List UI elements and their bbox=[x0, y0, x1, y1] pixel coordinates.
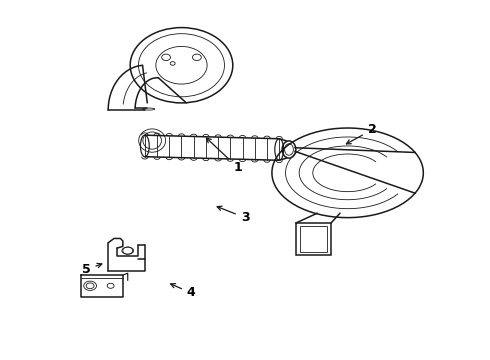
Text: 4: 4 bbox=[171, 284, 196, 300]
Bar bbox=[300, 226, 327, 252]
Text: 5: 5 bbox=[82, 263, 102, 276]
Text: 1: 1 bbox=[206, 138, 242, 174]
Text: 2: 2 bbox=[346, 123, 376, 144]
Bar bbox=[296, 223, 331, 255]
Text: 3: 3 bbox=[217, 206, 249, 224]
